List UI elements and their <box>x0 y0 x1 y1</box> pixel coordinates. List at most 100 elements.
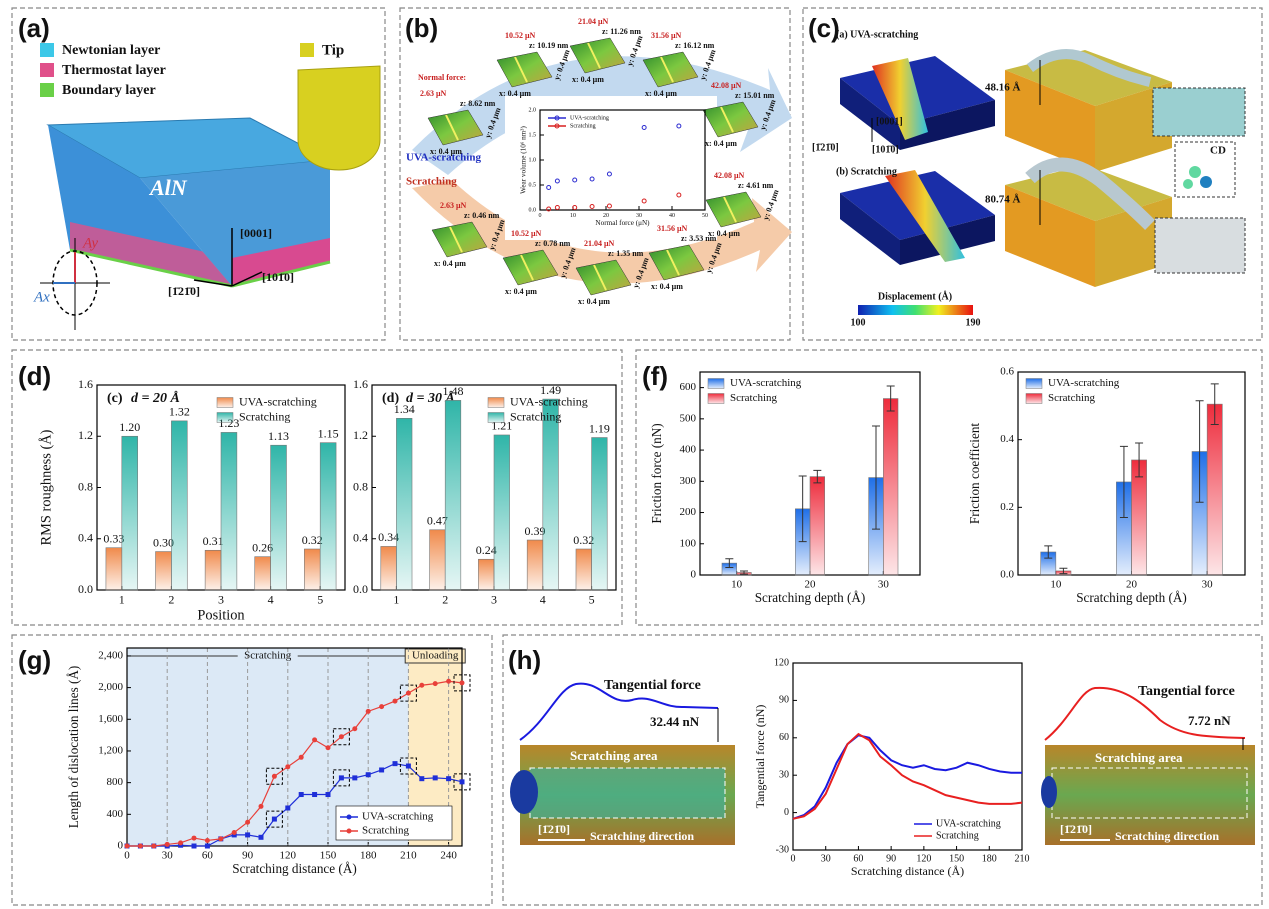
marker <box>258 803 264 809</box>
block-side <box>1005 185 1095 287</box>
y-tick-label: 2.0 <box>529 107 537 113</box>
legend-label: Scratching <box>362 825 410 837</box>
y-tick-label: 0.0 <box>529 207 537 213</box>
point <box>572 177 578 183</box>
region-header-bg <box>237 649 298 663</box>
legend-swatch <box>40 83 54 97</box>
y-tick-label: 2,400 <box>98 649 123 661</box>
force-label: 31.56 μN <box>657 224 688 233</box>
legend-swatch <box>216 412 234 423</box>
y-tick-label: 100 <box>680 537 697 549</box>
axis-arrow <box>231 271 263 287</box>
panel-label: (b) <box>405 13 438 43</box>
bar <box>171 420 188 591</box>
error-bar <box>740 570 748 575</box>
force-label: 10.52 μN <box>505 31 536 40</box>
legend-label: Scratching <box>510 409 561 423</box>
force-title: Tangential force <box>604 678 701 693</box>
force-label: 21.04 μN <box>584 239 615 248</box>
highlight-box <box>332 728 350 746</box>
y-tick-label: 0.0 <box>353 582 368 596</box>
uva-label: UVA-scratching <box>406 152 481 164</box>
legend-swatch <box>487 412 505 423</box>
afm-groove <box>593 264 607 291</box>
value-label: 0.30 <box>153 535 174 549</box>
panel-frame <box>11 634 493 906</box>
legend-text: Tip <box>322 42 344 58</box>
x-tick-label: 120 <box>916 853 931 864</box>
point <box>641 125 647 130</box>
region-label: Scratching <box>244 650 292 662</box>
y-tick-label: 500 <box>680 412 697 424</box>
y-tick-label: 0.8 <box>353 479 368 493</box>
force-title: Tangential force <box>1138 684 1235 699</box>
marker <box>285 764 291 770</box>
marker <box>204 837 210 843</box>
bar <box>493 434 510 591</box>
afm-groove <box>587 42 601 69</box>
block-side <box>900 100 995 150</box>
block-side <box>1095 82 1172 172</box>
panel-frame <box>635 349 1263 626</box>
y-tick-label: 1,200 <box>98 744 123 756</box>
legend-swatch <box>216 397 234 408</box>
surface <box>1045 745 1255 845</box>
error-bar <box>1195 400 1204 503</box>
subpanel-title: (a) UVA-scratching <box>836 29 918 40</box>
orientation-label: [1̄21̄0] <box>1060 822 1092 836</box>
legend-label: UVA-scratching <box>239 394 317 408</box>
x-tick-label: 10 <box>1050 578 1062 590</box>
marker <box>365 708 371 714</box>
x-axis-label: Scratching distance (Å) <box>232 861 357 876</box>
value-label: 0.33 <box>103 531 124 545</box>
boundary-layer <box>231 260 331 288</box>
panel-label: (d) <box>18 361 51 391</box>
plot-frame <box>126 647 463 847</box>
y-tick-label: 400 <box>680 444 697 456</box>
error-bar <box>1119 445 1128 518</box>
y-tick-label: 2,000 <box>98 681 123 693</box>
bar <box>478 558 495 591</box>
marker <box>151 843 157 849</box>
marker <box>352 775 358 781</box>
marker <box>285 805 291 811</box>
x-tick-label: 3 <box>491 593 497 607</box>
value-label: 1.49 <box>540 383 561 397</box>
height-label: z: 16.12 nm <box>675 41 715 50</box>
bar <box>429 529 446 591</box>
highlight-box <box>265 810 283 828</box>
error-bar <box>1135 442 1144 478</box>
depth-label: 80.74 Å <box>985 194 1021 206</box>
x-tick-label: 150 <box>320 849 337 861</box>
x-tick-label: 180 <box>982 853 997 864</box>
y-axis-label: Wear volume (10⁶ nm³) <box>520 126 528 194</box>
point <box>676 123 682 129</box>
x-tick-label: 5 <box>589 593 595 607</box>
y-tick-label: 1.2 <box>353 428 368 442</box>
bar <box>254 556 271 591</box>
direction-label: Scratching direction <box>590 829 694 843</box>
y-tick-label: 120 <box>774 657 789 668</box>
x-tick-label: 60 <box>202 849 214 861</box>
axis-label: [0001] <box>876 116 903 127</box>
x-tick-label: 210 <box>400 849 417 861</box>
x-tick-label: 210 <box>1015 853 1030 864</box>
marker <box>405 763 411 769</box>
panel-label: (f) <box>642 361 668 391</box>
bar <box>220 432 238 591</box>
error-bar <box>1210 383 1219 425</box>
groove <box>1025 157 1155 230</box>
x-tick-label: 20 <box>1126 578 1138 590</box>
x-tick-label: 1 <box>393 593 399 607</box>
direction-label: Scratching direction <box>1115 829 1219 843</box>
atom <box>1200 176 1212 188</box>
bar <box>542 398 559 591</box>
bar <box>809 476 825 576</box>
highlight-box <box>453 674 471 692</box>
scan-x-label: x: 0.4 μm <box>705 139 737 148</box>
marker <box>204 843 210 849</box>
panel-label: (h) <box>508 645 541 675</box>
scan-x-label: x: 0.4 μm <box>499 89 531 98</box>
marker <box>352 726 358 732</box>
